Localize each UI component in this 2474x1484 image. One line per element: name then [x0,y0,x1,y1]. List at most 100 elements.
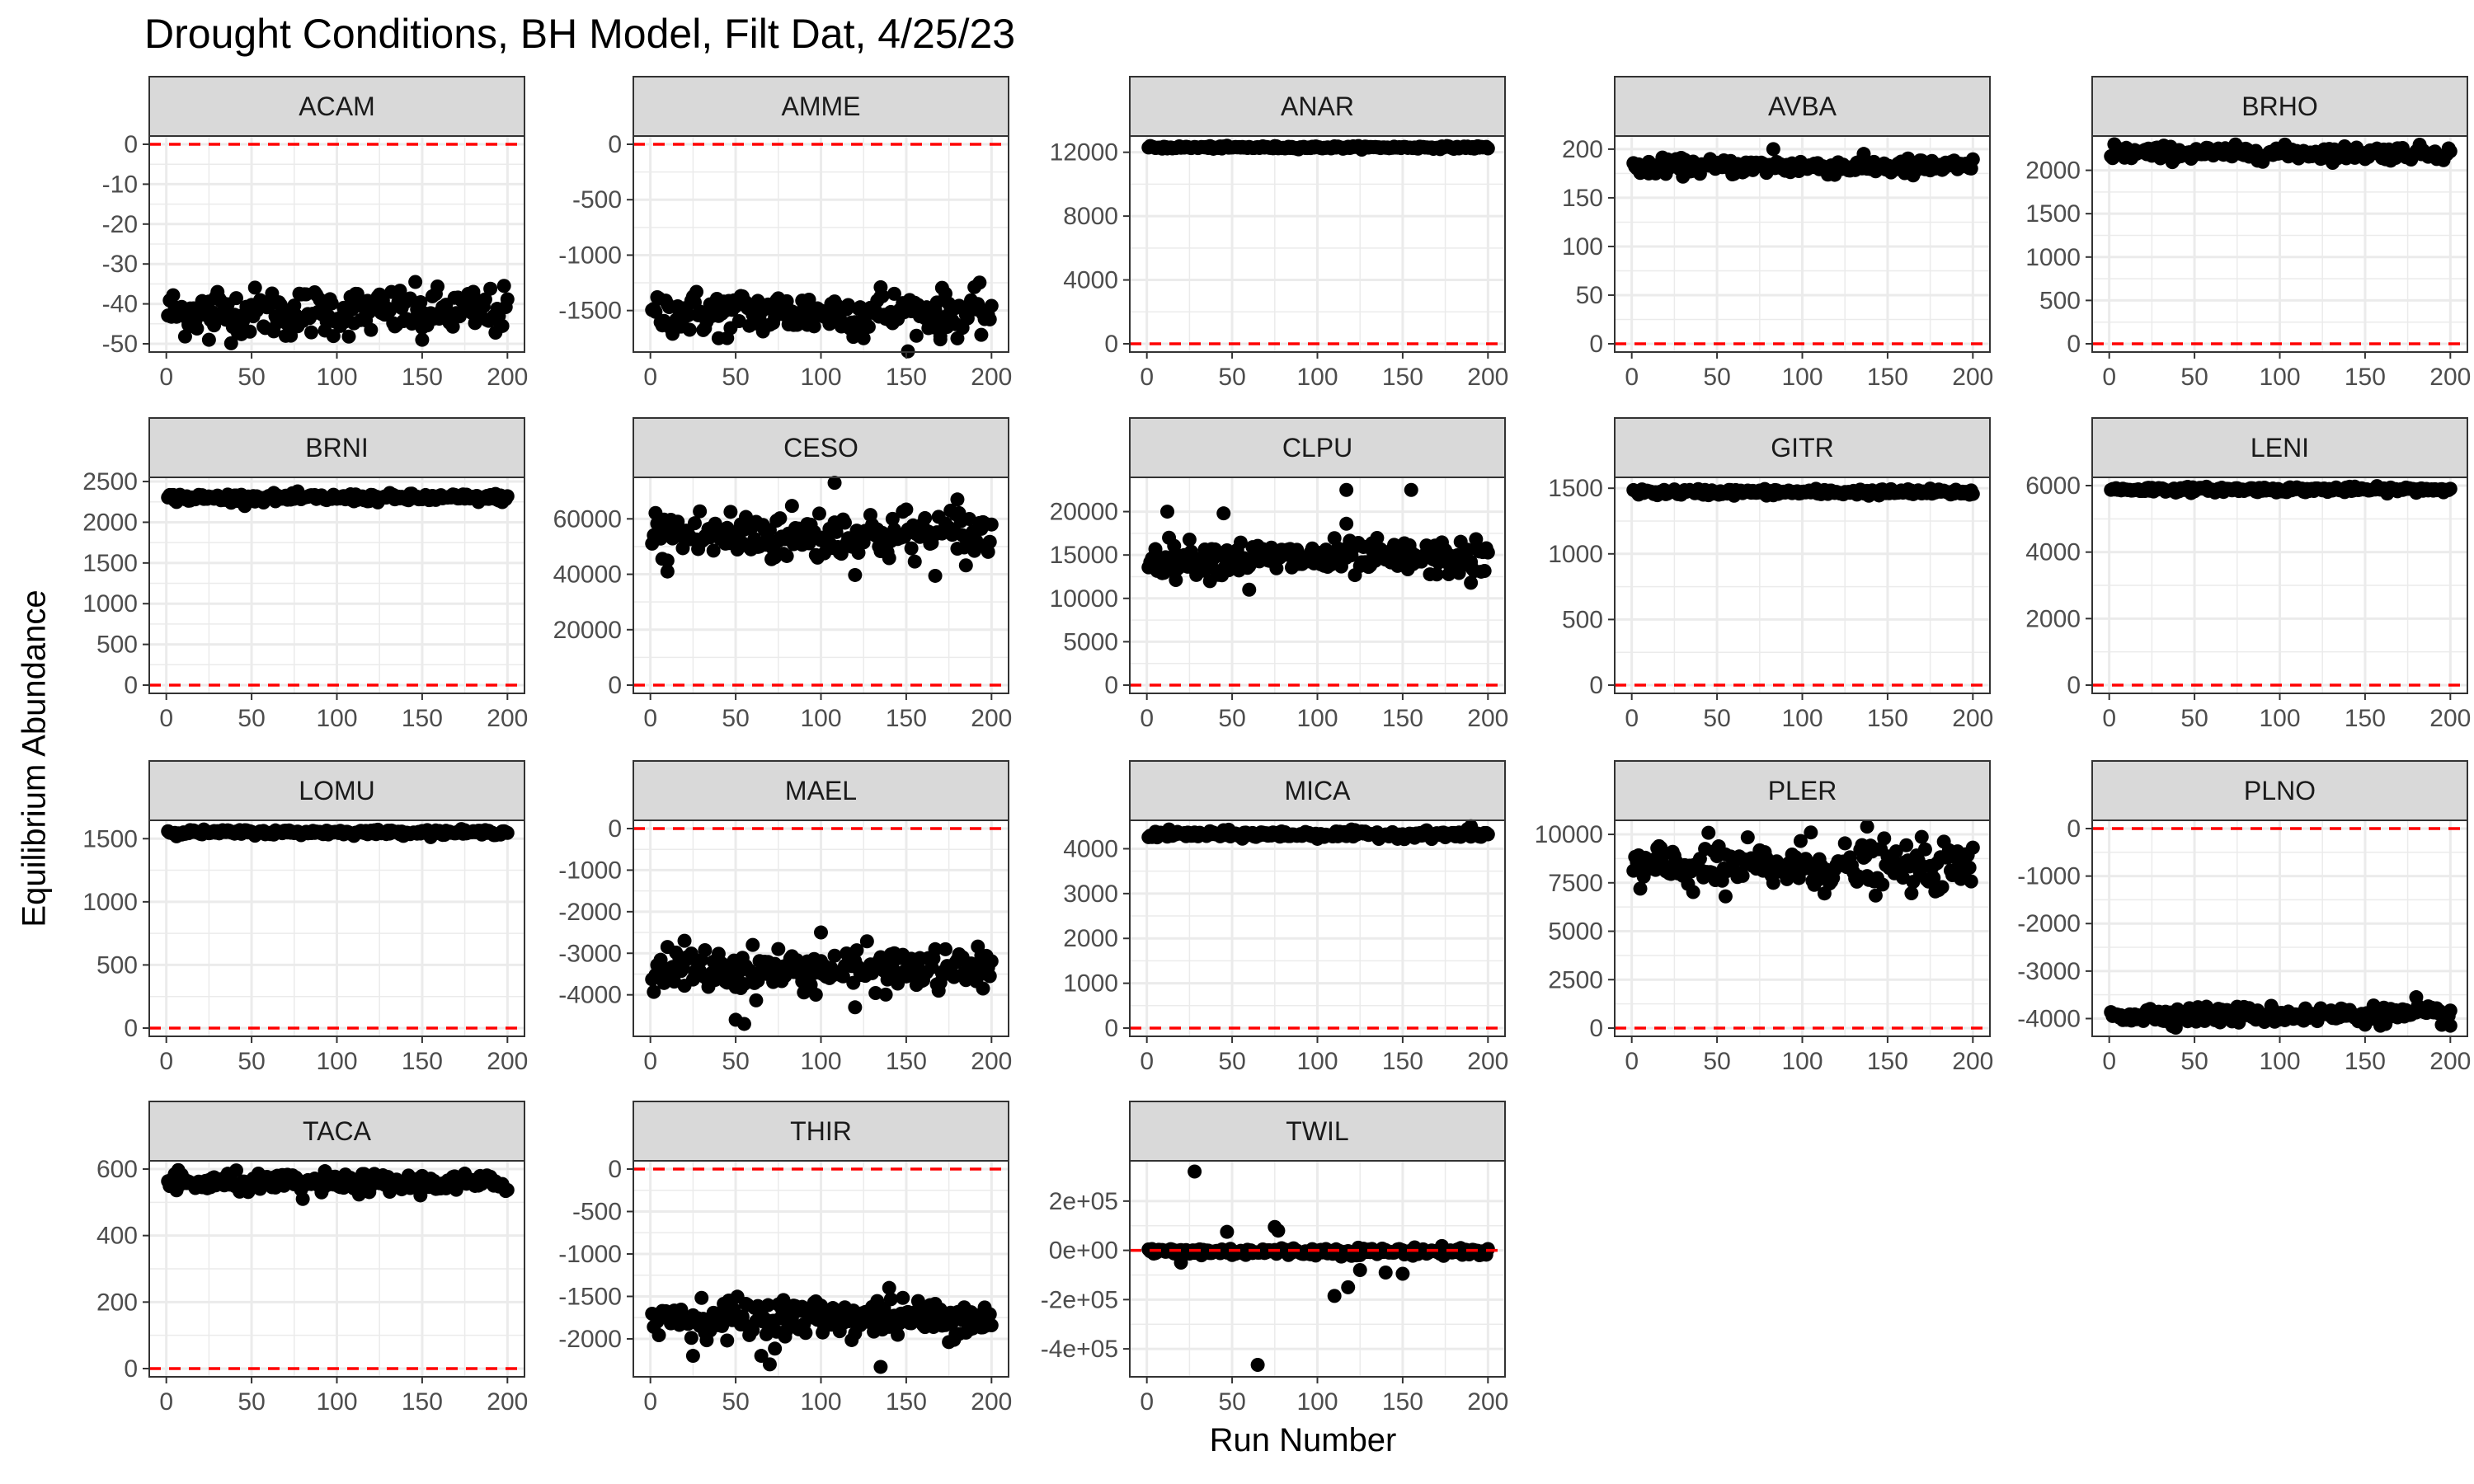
x-tick-label: 200 [1467,1048,1508,1075]
facet-label: LENI [2251,433,2309,463]
data-point [1868,888,1883,903]
y-tick-label: 2000 [2025,157,2081,185]
y-tick-label: 100 [1562,233,1603,261]
x-tick-label: 100 [316,1388,357,1416]
data-point [1633,881,1648,896]
y-tick-label: -2e+05 [1041,1286,1118,1313]
data-point [904,541,919,556]
data-point [1804,825,1818,840]
data-point [1793,834,1808,848]
facet-strip [1129,760,1506,821]
x-tick-label: 0 [1140,1388,1154,1416]
x-tick-label: 100 [800,705,841,732]
facet-label: ACAM [299,92,374,121]
panel-amme: AMME 0 -500 -1000 -1500 0 50 100 150 200 [558,76,1012,391]
x-tick-label: 100 [2259,1048,2300,1075]
x-tick-label: 50 [238,364,265,391]
data-point [745,937,760,952]
x-tick-label: 100 [1781,705,1823,732]
data-point [500,489,515,504]
data-point [848,1000,863,1015]
data-point [928,942,943,956]
y-tick-label: 50 [1576,282,1603,309]
data-point [779,548,794,563]
y-axis-title: Equilibrium Abundance [16,589,53,928]
data-point [896,1290,910,1305]
data-point [2443,1003,2458,1018]
data-point [1914,829,1929,844]
x-tick-label: 50 [722,364,749,391]
x-tick-label: 200 [487,705,528,732]
data-point [873,1360,888,1374]
x-tick-label: 200 [2429,1048,2471,1075]
panel-brni: BRNI 0 500 1000 1500 2000 2500 0 50 100 150 200 [82,417,528,732]
data-point [790,317,805,332]
data-point [207,318,222,333]
facet-strip [148,760,525,821]
y-tick-label: -1500 [558,1283,622,1310]
x-tick-label: 150 [1867,705,1908,732]
facet-label: BRHO [2241,92,2317,121]
panel-anar: ANAR 0 4000 8000 12000 0 50 100 150 200 [1050,76,1508,391]
y-tick-label: 1000 [2025,244,2081,271]
y-tick-label: 1500 [1548,475,1603,502]
y-tick-label: 150 [1562,185,1603,212]
data-point [848,567,863,582]
data-points [1141,1164,1495,1373]
data-point [1888,844,1903,859]
data-point [1182,532,1197,547]
x-tick-label: 200 [971,1048,1012,1075]
data-point [859,934,874,949]
data-point [698,942,713,957]
y-tick-label: 0 [608,815,622,843]
data-point [885,511,900,526]
data-point [984,298,999,313]
y-tick-label: 200 [1562,136,1603,163]
data-point [1641,166,1656,181]
data-point [1718,889,1733,904]
x-tick-label: 100 [2259,705,2300,732]
y-tick-label: 0 [608,1156,622,1183]
data-point [2443,1018,2458,1033]
data-point [1965,152,1980,167]
x-tick-label: 200 [1467,705,1508,732]
y-tick-label: -1000 [558,1241,622,1268]
y-tick-label: 0 [1589,672,1603,699]
data-point [736,977,751,992]
data-point [677,933,692,948]
data-point [1935,880,1950,895]
facet-strip [148,1101,525,1162]
y-tick-label: -40 [102,291,138,318]
data-point [891,1327,905,1342]
y-tick-label: 0 [1589,331,1603,358]
data-point [303,325,318,340]
x-tick-label: 200 [971,1388,1012,1416]
data-point [982,534,997,549]
x-tick-label: 0 [2102,1048,2116,1075]
data-point [495,318,510,333]
data-point [856,331,871,345]
facet-label: PLNO [2244,776,2316,805]
facet-label: CLPU [1282,433,1352,463]
data-point [1965,840,1980,855]
data-point [167,1167,182,1181]
data-point [720,1333,735,1348]
data-point [1766,142,1780,157]
data-point [278,328,293,343]
data-point [1906,168,1921,183]
y-tick-label: -1500 [558,298,622,325]
y-tick-label: -500 [572,1198,622,1225]
panel-ceso: CESO 0 20000 40000 60000 0 50 100 150 200 [553,417,1012,732]
x-tick-label: 50 [1218,1388,1245,1416]
x-tick-label: 50 [2180,705,2208,732]
data-point [2443,481,2458,496]
data-point [878,987,893,1002]
y-tick-label: 2000 [2025,605,2081,632]
data-point [882,551,896,566]
y-tick-label: 4000 [1063,835,1118,862]
data-point [1327,1289,1342,1303]
data-points [161,484,515,514]
data-points [645,925,999,1031]
panel-clpu: CLPU 0 5000 10000 15000 20000 0 50 100 150 200 [1050,417,1508,732]
x-tick-label: 150 [886,705,927,732]
